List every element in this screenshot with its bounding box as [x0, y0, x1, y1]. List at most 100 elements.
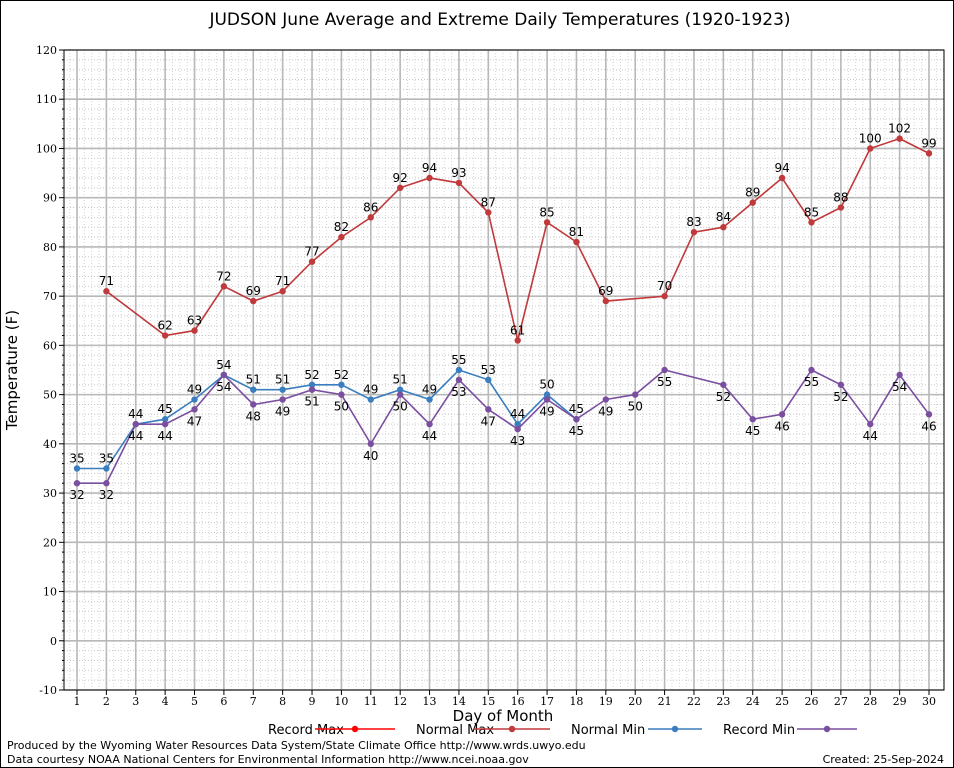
- data-point: [367, 440, 374, 448]
- data-label: 52: [304, 368, 319, 382]
- data-label: 51: [246, 373, 261, 387]
- data-label: 43: [510, 434, 525, 448]
- data-point: [426, 420, 433, 428]
- data-point: [367, 396, 374, 403]
- data-label: 92: [393, 171, 408, 185]
- x-tick-label: 23: [716, 695, 730, 708]
- x-tick-label: 16: [511, 695, 525, 708]
- data-label: 47: [187, 414, 202, 428]
- data-point: [602, 396, 610, 403]
- data-label: 86: [363, 200, 378, 214]
- series-line: [77, 369, 577, 470]
- data-point: [308, 381, 316, 388]
- data-label: 44: [422, 429, 437, 443]
- data-label: 49: [598, 405, 613, 419]
- data-point: [220, 283, 228, 290]
- data-point: [73, 465, 81, 472]
- y-tick-label: 100: [36, 142, 57, 155]
- x-tick-label: 1: [74, 695, 81, 708]
- x-tick-label: 22: [687, 695, 701, 708]
- data-point: [132, 420, 139, 428]
- data-label: 82: [334, 220, 349, 234]
- data-label: 89: [745, 186, 760, 200]
- data-point: [632, 391, 639, 398]
- data-point: [485, 376, 492, 384]
- data-point: [720, 381, 727, 388]
- data-point: [485, 209, 492, 216]
- data-point: [778, 411, 786, 418]
- legend-label: Normal Min: [571, 723, 645, 738]
- data-label: 55: [804, 375, 819, 389]
- x-tick-label: 19: [599, 695, 613, 708]
- y-tick-label: 10: [43, 586, 57, 599]
- x-axis-title: Day of Month: [453, 707, 554, 725]
- data-point: [338, 233, 345, 241]
- data-label: 84: [716, 210, 731, 224]
- data-label: 100: [859, 131, 882, 145]
- data-point: [661, 292, 668, 300]
- data-point: [720, 224, 727, 231]
- data-point: [161, 416, 169, 423]
- legend-label: Record Min: [723, 723, 795, 738]
- data-label: 55: [451, 353, 466, 367]
- data-point: [191, 406, 198, 413]
- footer-data-courtesy: Data courtesy NOAA National Centers for …: [7, 753, 529, 766]
- x-tick-label: 15: [481, 695, 495, 708]
- y-tick-label: 110: [36, 93, 57, 106]
- data-point: [103, 288, 110, 295]
- data-label: 61: [510, 323, 525, 337]
- data-label: 71: [99, 274, 114, 288]
- x-tick-label: 24: [746, 695, 760, 708]
- data-point: [396, 184, 404, 192]
- x-tick-label: 8: [279, 695, 286, 708]
- data-point: [426, 174, 433, 182]
- chart-title: JUDSON June Average and Extreme Daily Te…: [208, 10, 790, 30]
- x-tick-label: 13: [423, 695, 437, 708]
- legend-item: Record Min: [723, 723, 857, 738]
- data-label: 102: [888, 122, 911, 136]
- x-tick-label: 25: [775, 695, 789, 708]
- data-point: [896, 135, 903, 142]
- data-label: 52: [334, 368, 349, 382]
- data-point: [73, 480, 81, 487]
- data-label: 69: [598, 284, 613, 298]
- y-tick-label: 20: [43, 536, 57, 549]
- data-point: [543, 391, 551, 398]
- data-point: [279, 288, 286, 295]
- data-point: [867, 420, 874, 428]
- data-point: [514, 425, 521, 433]
- y-tick-label: 90: [43, 192, 57, 205]
- data-label: 44: [510, 407, 525, 421]
- data-point: [250, 386, 257, 393]
- data-point: [103, 465, 110, 472]
- data-label: 45: [745, 424, 760, 438]
- x-tick-label: 17: [540, 695, 554, 708]
- data-point: [837, 204, 845, 211]
- data-point: [161, 332, 169, 339]
- data-label: 50: [393, 400, 408, 414]
- x-tick-label: 5: [191, 695, 198, 708]
- data-point: [690, 228, 698, 236]
- data-point: [279, 386, 286, 393]
- data-point: [778, 174, 786, 182]
- data-label: 49: [363, 383, 378, 397]
- data-label: 40: [363, 449, 378, 463]
- legend-marker: [671, 725, 679, 733]
- x-tick-label: 26: [804, 695, 818, 708]
- data-point: [279, 396, 286, 403]
- legend: Record Max Normal Max Normal Min Record Min: [268, 723, 857, 738]
- data-point: [396, 386, 404, 393]
- y-axis-title: Temperature (F): [3, 310, 21, 431]
- series-normal-max: 71 62 63 72 69 71 77 82 86 92 94 93 87 61 85 81 69 70 83 84…: [99, 122, 937, 344]
- data-point: [250, 297, 257, 305]
- data-point: [367, 214, 374, 221]
- data-label: 81: [569, 225, 584, 239]
- y-tick-label: 30: [43, 487, 57, 500]
- data-label: 72: [216, 269, 231, 283]
- data-point: [426, 396, 433, 403]
- data-label: 51: [275, 373, 290, 387]
- data-label: 99: [921, 136, 936, 150]
- data-label: 45: [157, 402, 172, 416]
- data-point: [308, 386, 316, 393]
- data-label: 71: [275, 274, 290, 288]
